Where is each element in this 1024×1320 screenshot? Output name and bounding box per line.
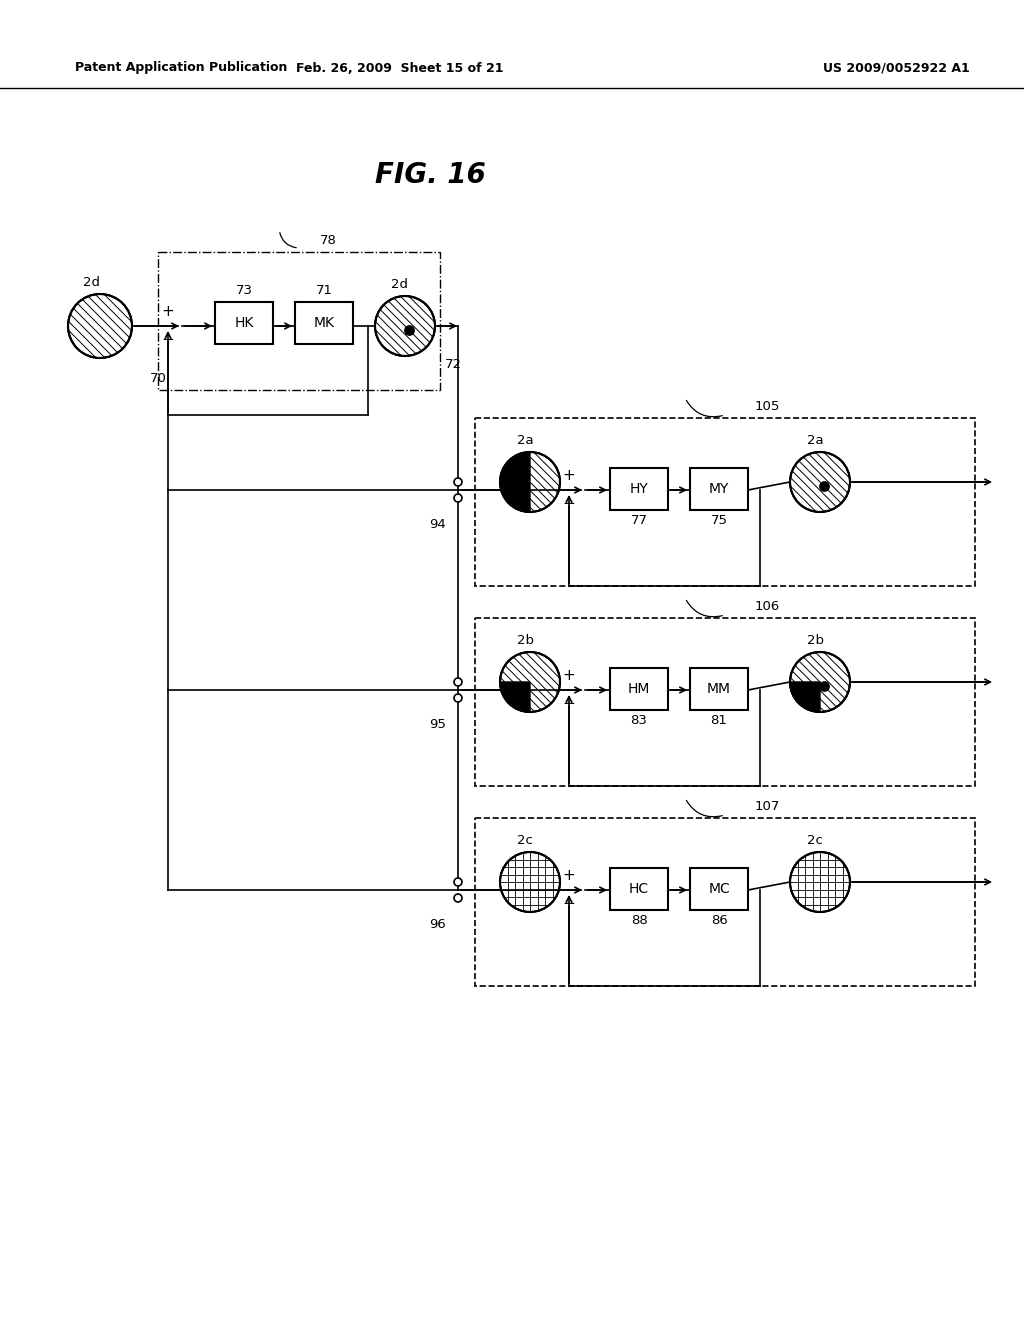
Bar: [475, 418, 975, 586]
Text: 71: 71: [315, 284, 333, 297]
Bar: [690, 869, 748, 909]
Text: 77: 77: [631, 513, 647, 527]
Bar: [610, 469, 668, 510]
Text: −: −: [162, 331, 174, 346]
Text: −: −: [562, 495, 575, 511]
Text: 105: 105: [755, 400, 780, 412]
Circle shape: [790, 652, 850, 711]
Text: 2b: 2b: [807, 634, 823, 647]
Circle shape: [790, 451, 850, 512]
Text: +: +: [562, 668, 575, 684]
Text: HC: HC: [629, 882, 649, 896]
Text: +: +: [162, 305, 174, 319]
Bar: [610, 668, 668, 710]
Circle shape: [375, 296, 435, 356]
Text: Feb. 26, 2009  Sheet 15 of 21: Feb. 26, 2009 Sheet 15 of 21: [296, 62, 504, 74]
Text: HY: HY: [630, 482, 648, 496]
Text: MM: MM: [707, 682, 731, 696]
Text: +: +: [562, 469, 575, 483]
Text: 96: 96: [430, 919, 446, 932]
Circle shape: [790, 851, 850, 912]
Bar: [690, 668, 748, 710]
Polygon shape: [790, 682, 820, 711]
Text: FIG. 16: FIG. 16: [375, 161, 485, 189]
Circle shape: [454, 878, 462, 886]
Text: 2a: 2a: [517, 433, 534, 446]
Text: HM: HM: [628, 682, 650, 696]
Circle shape: [819, 480, 829, 492]
Text: 72: 72: [444, 358, 462, 371]
Text: 2c: 2c: [517, 833, 532, 846]
Text: 106: 106: [755, 599, 780, 612]
Circle shape: [454, 478, 462, 486]
Polygon shape: [500, 451, 530, 512]
Circle shape: [68, 294, 132, 358]
Bar: [475, 618, 975, 785]
Text: MC: MC: [709, 882, 730, 896]
Bar: [610, 869, 668, 909]
Circle shape: [454, 894, 462, 902]
Text: 83: 83: [631, 714, 647, 726]
Text: 81: 81: [711, 714, 727, 726]
Text: −: −: [562, 895, 575, 911]
Circle shape: [454, 678, 462, 686]
Text: 2b: 2b: [516, 634, 534, 647]
Text: 94: 94: [430, 519, 446, 532]
Text: −: −: [562, 696, 575, 710]
Circle shape: [404, 325, 415, 335]
Bar: [158, 252, 440, 389]
Polygon shape: [500, 682, 530, 711]
Text: MK: MK: [313, 315, 335, 330]
Text: 86: 86: [711, 913, 727, 927]
Text: MY: MY: [709, 482, 729, 496]
Circle shape: [500, 652, 560, 711]
Bar: [690, 469, 748, 510]
Text: 78: 78: [319, 234, 337, 247]
Text: Patent Application Publication: Patent Application Publication: [75, 62, 288, 74]
Text: +: +: [562, 869, 575, 883]
Circle shape: [500, 451, 560, 512]
Circle shape: [500, 851, 560, 912]
Text: 107: 107: [755, 800, 780, 813]
Circle shape: [454, 494, 462, 502]
Circle shape: [454, 694, 462, 702]
Bar: [475, 818, 975, 986]
Text: US 2009/0052922 A1: US 2009/0052922 A1: [823, 62, 970, 74]
Text: 75: 75: [711, 513, 727, 527]
Text: 2c: 2c: [807, 833, 823, 846]
Text: 2d: 2d: [84, 276, 100, 289]
Text: 2d: 2d: [391, 277, 409, 290]
Bar: [215, 302, 273, 345]
Text: 73: 73: [236, 284, 253, 297]
Text: 2a: 2a: [807, 433, 823, 446]
Circle shape: [819, 681, 829, 692]
Bar: [295, 302, 353, 345]
Text: 88: 88: [631, 913, 647, 927]
Text: 95: 95: [429, 718, 446, 731]
Text: HK: HK: [234, 315, 254, 330]
Text: 70: 70: [150, 371, 167, 384]
